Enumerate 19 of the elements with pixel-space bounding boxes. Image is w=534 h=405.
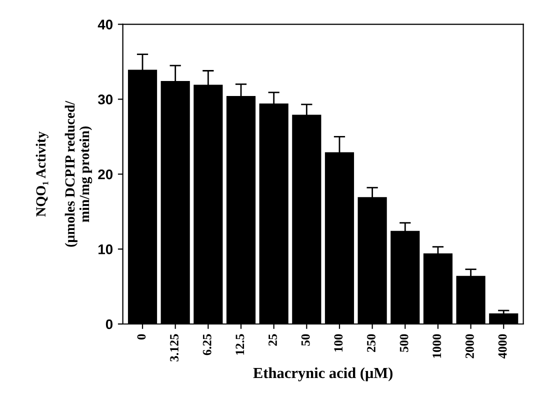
x-tick-label: 1000 (432, 334, 442, 358)
x-tick-label: 25 (268, 334, 277, 346)
x-tick-label: 50 (301, 334, 310, 346)
x-axis-title: Ethacrynic acid (μM) (253, 367, 392, 382)
x-tick-label: 12.5 (236, 334, 244, 355)
y-tick-label: 10 (98, 244, 113, 254)
x-tick-label: 100 (334, 334, 343, 352)
y-tick-label: 30 (98, 94, 113, 104)
y-tick-label: 20 (98, 169, 113, 180)
y-tick-label: 0 (106, 319, 113, 330)
x-tick-label: 3.125 (170, 334, 179, 362)
x-tick-label: 6.25 (202, 334, 212, 356)
y-tick-label: 40 (98, 20, 113, 30)
x-tick-label: 0 (137, 334, 146, 340)
y-axis-title: NQO₁ Activity (μmoles DCPIP reduced/ min/mg protein) (36, 100, 92, 247)
x-tick-label: 2000 (465, 334, 474, 358)
x-tick-label: 250 (367, 334, 376, 352)
x-tick-label: 4000 (498, 334, 507, 359)
x-tick-label: 500 (400, 334, 408, 352)
